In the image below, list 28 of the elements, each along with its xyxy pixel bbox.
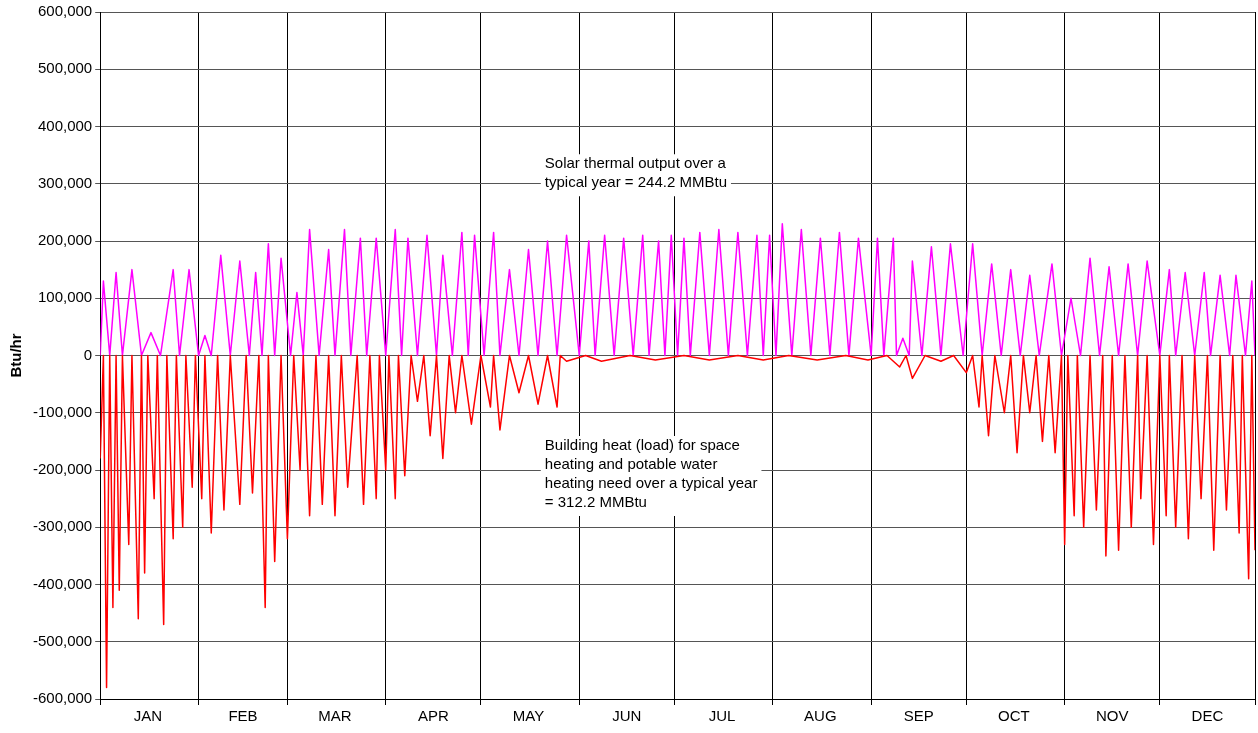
y-tick-label: 0 — [83, 345, 93, 363]
y-tick-label: 600,000 — [37, 2, 93, 20]
annotation: Solar thermal output over a typical year = 244.2 MMBtu — [544, 153, 727, 190]
x-tick-label: JUL — [708, 707, 736, 725]
y-axis-title: Btu/hr — [7, 333, 25, 378]
x-tick-label: JUN — [612, 707, 642, 725]
y-tick-label: 300,000 — [37, 173, 93, 191]
y-tick-label: -400,000 — [33, 574, 93, 592]
x-tick-label: MAY — [512, 707, 545, 725]
y-tick-label: 500,000 — [37, 59, 93, 77]
y-tick-label: -100,000 — [33, 402, 93, 420]
y-tick-label: 100,000 — [37, 288, 93, 306]
y-tick-label: -600,000 — [33, 689, 93, 707]
x-tick-label: SEP — [903, 707, 934, 725]
y-tick-label: 200,000 — [37, 231, 93, 249]
x-tick-label: APR — [417, 707, 449, 725]
y-tick-label: 400,000 — [37, 116, 93, 134]
x-tick-label: JAN — [133, 707, 162, 725]
x-tick-label: DEC — [1191, 707, 1224, 725]
x-tick-label: NOV — [1095, 707, 1129, 725]
x-tick-label: AUG — [804, 707, 837, 725]
y-tick-label: -200,000 — [33, 460, 93, 478]
annotation: Building heat (load) for space heating and potable water heating need over a typical year = 312.2 MMBtu — [544, 435, 758, 510]
x-tick-label: OCT — [998, 707, 1030, 725]
x-tick-label: FEB — [228, 707, 258, 725]
x-tick-label: MAR — [318, 707, 352, 725]
y-tick-label: -300,000 — [33, 517, 93, 535]
y-tick-label: -500,000 — [33, 631, 93, 649]
